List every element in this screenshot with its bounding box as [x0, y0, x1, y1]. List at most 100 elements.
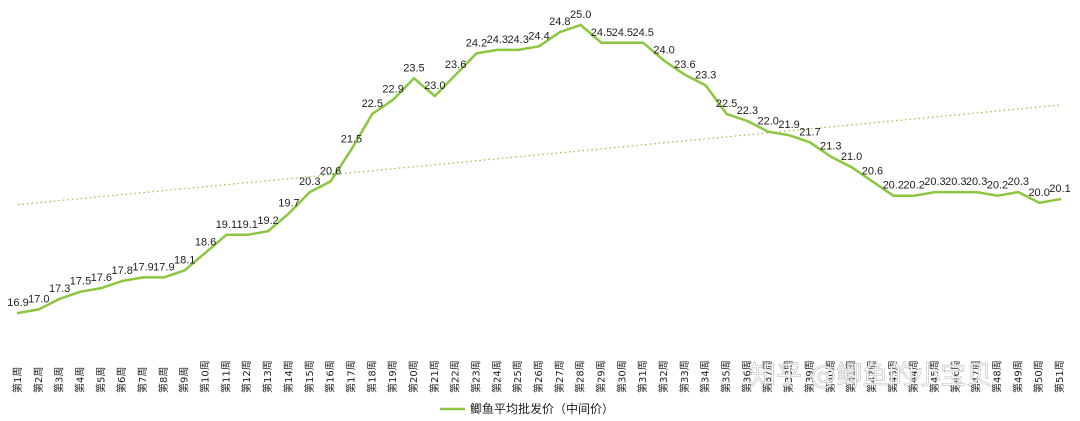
data-point: [162, 276, 166, 279]
data-point: [412, 77, 416, 80]
data-point: [579, 23, 582, 27]
data-label: 23.0: [424, 80, 445, 92]
x-tick-label: 第1周: [11, 367, 24, 393]
data-label: 20.3: [966, 176, 987, 188]
x-tick-label: 第17周: [344, 360, 357, 393]
data-label: 24.5: [591, 27, 612, 39]
data-point: [621, 41, 624, 44]
data-label: 17.6: [91, 272, 112, 284]
data-label: 22.0: [758, 116, 779, 128]
data-point: [371, 112, 374, 116]
data-label: 20.2: [987, 180, 1008, 192]
x-tick-label: 第51周: [1053, 360, 1066, 393]
data-point: [767, 130, 770, 133]
data-label: 20.6: [320, 165, 341, 177]
data-label: 24.3: [487, 34, 508, 46]
x-tick-label: 第34周: [699, 360, 712, 393]
data-point: [496, 48, 499, 52]
x-tick-label: 第13周: [261, 360, 274, 393]
x-tick-label: 第32周: [657, 360, 670, 393]
x-tick-label: 第26周: [532, 360, 545, 393]
x-tick-label: 第7周: [136, 367, 149, 393]
data-label: 21.0: [841, 151, 862, 163]
data-point: [183, 269, 186, 272]
data-point: [79, 290, 82, 293]
x-tick-label: 第47周: [970, 360, 983, 393]
data-point: [329, 180, 332, 183]
x-tick-label: 第48周: [990, 360, 1003, 393]
data-label: 21.5: [341, 133, 362, 145]
data-point: [600, 41, 603, 44]
x-tick-label: 第19周: [386, 360, 399, 393]
data-point: [808, 141, 812, 144]
x-tick-label: 第39周: [803, 360, 816, 393]
data-point: [100, 286, 103, 290]
data-label: 17.3: [49, 283, 70, 295]
x-tick-label: 第49周: [1011, 360, 1024, 393]
x-tick-label: 第24周: [490, 360, 503, 393]
x-tick-label: 第16周: [324, 360, 337, 393]
data-label: 22.5: [716, 98, 737, 110]
x-tick-label: 第3周: [53, 367, 66, 393]
x-tick-label: 第41周: [845, 360, 858, 393]
data-label: 24.0: [653, 45, 674, 57]
data-label: 24.8: [549, 16, 570, 28]
x-tick-label: 第18周: [365, 360, 378, 393]
x-tick-label: 第21周: [428, 360, 441, 393]
data-label: 21.7: [799, 126, 820, 138]
data-label: 22.9: [382, 84, 403, 96]
data-point: [642, 41, 645, 44]
x-tick-label: 第38周: [782, 360, 795, 393]
data-label: 24.2: [466, 37, 487, 49]
data-label: 21.3: [820, 141, 841, 153]
data-label: 19.7: [278, 197, 299, 209]
data-label: 20.3: [1008, 176, 1029, 188]
data-label: 18.6: [195, 237, 216, 249]
data-point: [537, 45, 541, 48]
data-label: 24.5: [612, 27, 633, 39]
trendline: [17, 104, 1061, 206]
data-point: [204, 251, 207, 254]
x-tick-label: 第45周: [928, 360, 941, 393]
data-label: 20.0: [1028, 187, 1049, 199]
data-point: [308, 190, 311, 194]
legend: 鲫鱼平均批发价（中间价）: [440, 401, 614, 416]
data-point: [287, 212, 291, 215]
data-point: [475, 52, 478, 55]
x-tick-label: 第42周: [865, 360, 878, 393]
data-point: [954, 190, 957, 194]
x-tick-label: 第20周: [407, 360, 420, 393]
data-label: 18.1: [174, 254, 195, 266]
data-label: 23.6: [674, 59, 695, 71]
data-label: 20.6: [862, 165, 883, 177]
data-label: 24.3: [507, 34, 528, 46]
data-point: [16, 311, 20, 315]
data-point: [121, 279, 124, 283]
data-point: [558, 30, 562, 34]
data-label: 20.3: [299, 176, 320, 188]
data-point: [892, 194, 895, 197]
data-label: 20.3: [924, 176, 945, 188]
data-label: 22.3: [737, 105, 758, 117]
data-label: 23.3: [695, 69, 716, 81]
data-label: 17.5: [70, 276, 91, 288]
data-point: [516, 48, 520, 52]
data-point: [787, 134, 791, 137]
data-label: 17.9: [132, 261, 153, 273]
data-label: 17.8: [111, 265, 132, 277]
data-label: 19.1: [237, 219, 258, 231]
x-tick-label: 第28周: [574, 360, 587, 393]
data-point: [266, 230, 270, 233]
data-point: [871, 180, 874, 183]
data-label: 20.3: [945, 176, 966, 188]
x-tick-label: 第14周: [282, 360, 295, 393]
legend-label: 鲫鱼平均批发价（中间价）: [470, 401, 614, 416]
data-label: 25.0: [570, 9, 591, 21]
data-point: [850, 166, 853, 169]
x-tick-label: 第30周: [615, 360, 628, 393]
data-point: [37, 308, 41, 311]
data-point: [58, 297, 61, 300]
watermark-text: 知乎 @鲫鱼的小宝贝: [750, 361, 992, 391]
data-label: 20.2: [903, 180, 924, 192]
